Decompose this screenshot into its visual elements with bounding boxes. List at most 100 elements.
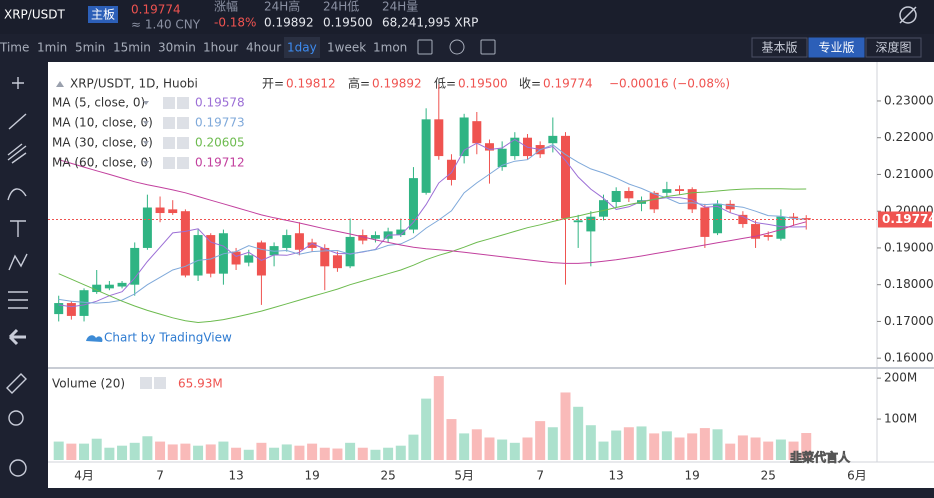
volume-bar	[763, 441, 774, 460]
candle-body	[168, 209, 178, 214]
volume-bar	[142, 436, 153, 460]
y-tick-label: 0.22000	[884, 130, 934, 144]
candle-body	[358, 235, 368, 241]
volume-bar	[547, 427, 558, 460]
ohlc-legend: 开= 0.19812 高= 0.19892 低= 0.19500 收= 0.19774	[262, 76, 593, 91]
board-badge[interactable]	[88, 6, 118, 23]
volume-bar	[193, 445, 204, 460]
interval[interactable]: 1week	[327, 41, 366, 55]
ma-dropdown[interactable]	[143, 141, 149, 145]
candle-body	[66, 303, 76, 316]
crosshair-icon[interactable]	[12, 77, 24, 89]
volume-bar	[117, 445, 128, 460]
ohlc-value: 0.19774	[543, 77, 593, 91]
theme-icon[interactable]	[899, 6, 917, 24]
fib-icon[interactable]	[7, 143, 27, 164]
view-label[interactable]: 基本版	[761, 41, 797, 55]
ma-remove[interactable]	[177, 157, 189, 169]
ma-remove[interactable]	[177, 97, 189, 109]
interval[interactable]: 1hour	[203, 41, 238, 55]
candle-body	[459, 117, 469, 157]
view-label[interactable]: 深度图	[875, 40, 911, 55]
volume-bar	[775, 439, 786, 460]
ma-settings[interactable]	[163, 157, 175, 169]
ma-settings[interactable]	[163, 137, 175, 149]
ma-settings[interactable]	[163, 97, 175, 109]
board[interactable]: 主板	[91, 8, 115, 22]
ma-line	[58, 159, 807, 264]
trend-icon[interactable]	[8, 113, 27, 130]
interval[interactable]: 4hour	[246, 41, 281, 55]
stat-label: 24H量	[382, 0, 418, 14]
magnet-icon[interactable]	[9, 459, 27, 477]
ohlc-value: 0.19892	[372, 77, 422, 91]
interval[interactable]: 1day	[287, 41, 317, 55]
x-tick-label: 4月	[74, 469, 94, 483]
forecast-icon[interactable]	[8, 291, 28, 309]
volume-bar	[319, 447, 330, 460]
y-tick-label: 0.18000	[884, 277, 934, 291]
interval[interactable]: 1mon	[373, 41, 407, 55]
ma-last: 0.20605	[195, 136, 245, 150]
view-label[interactable]: 专业版	[818, 40, 854, 55]
interval[interactable]: Time	[0, 41, 29, 55]
view-button[interactable]	[808, 37, 865, 58]
candle-body	[687, 189, 697, 210]
candle-body	[751, 224, 761, 239]
view-button[interactable]	[751, 37, 808, 58]
volume-bar	[269, 447, 280, 460]
volume-bar	[623, 427, 634, 460]
ma-line	[58, 188, 807, 324]
tool-icon[interactable]	[449, 39, 465, 55]
stat-label: 24H低	[323, 0, 359, 14]
candle-body	[244, 255, 254, 263]
candle-body	[155, 207, 165, 214]
ma-dropdown[interactable]	[143, 101, 149, 105]
interval[interactable]: 15min	[113, 41, 151, 55]
view-button[interactable]	[865, 37, 922, 58]
ma-dropdown[interactable]	[143, 121, 149, 125]
credit[interactable]: Chart by TradingView	[104, 331, 232, 345]
y-tick-label: 0.17000	[884, 314, 934, 328]
interval[interactable]: 30min	[158, 41, 196, 55]
x-tick-label: 5月	[454, 469, 474, 483]
ruler-icon[interactable]	[6, 373, 27, 394]
ma-line	[58, 144, 807, 304]
ohlc-label: 收=	[519, 77, 541, 91]
candle-body	[294, 233, 304, 250]
x-tick-label: 7	[536, 469, 544, 483]
interval[interactable]: 1min	[37, 41, 67, 55]
candle-body	[763, 235, 773, 237]
x-tick-label: 25	[761, 469, 776, 483]
volume-bar	[661, 431, 672, 460]
tool-icon[interactable]	[480, 39, 496, 55]
volume-bar	[345, 442, 356, 460]
sidebar	[0, 60, 45, 498]
ma-remove[interactable]	[177, 117, 189, 129]
volume-bar	[104, 447, 115, 460]
volume-bar	[332, 448, 343, 460]
candle-body	[497, 148, 507, 168]
ma-remove[interactable]	[177, 137, 189, 149]
cny-price: ≈ 1.40 CNY	[131, 18, 201, 32]
candle-body	[789, 216, 799, 219]
volume-bar	[611, 430, 622, 460]
brush-icon[interactable]	[7, 188, 27, 201]
volume-buttons	[140, 377, 166, 389]
candle-body	[472, 121, 482, 144]
candle-body	[776, 216, 786, 239]
ma-settings[interactable]	[163, 117, 175, 129]
candle-body	[345, 236, 355, 267]
collapse-icon[interactable]	[56, 81, 64, 87]
x-tick-label: 13	[609, 469, 624, 483]
interval[interactable]: 5min	[75, 41, 105, 55]
text-icon[interactable]	[10, 220, 26, 237]
back-icon[interactable]	[8, 328, 26, 346]
tool-icon[interactable]	[417, 39, 433, 55]
volume-bar	[383, 447, 394, 460]
zoom-icon[interactable]	[8, 410, 24, 426]
ma-dropdown[interactable]	[143, 161, 149, 165]
x-tick-label: 7	[156, 469, 164, 483]
candle-body	[256, 242, 266, 276]
pattern-icon[interactable]	[8, 253, 28, 271]
